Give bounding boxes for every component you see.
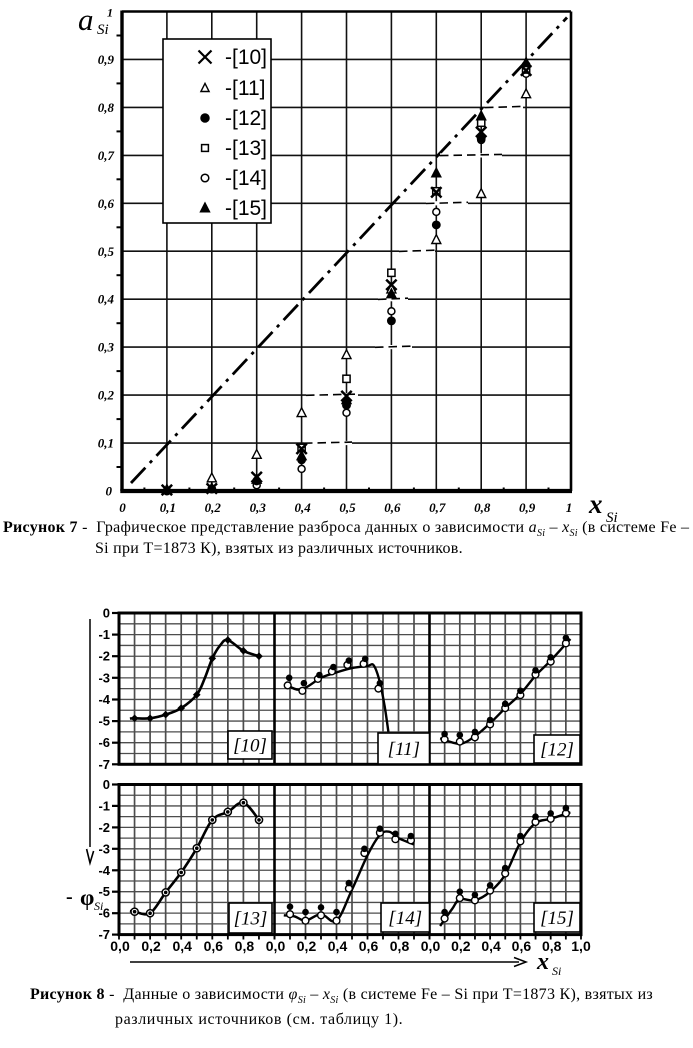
svg-text:0,0: 0,0 <box>266 938 286 954</box>
svg-text:-6: -6 <box>98 735 110 750</box>
svg-text:0: 0 <box>103 777 110 792</box>
svg-text:[12]: [12] <box>540 740 574 761</box>
svg-text:0,4: 0,4 <box>98 292 115 307</box>
svg-text:0,8: 0,8 <box>474 500 491 515</box>
svg-text:-6: -6 <box>98 906 110 921</box>
svg-text:-[11]: -[11] <box>225 77 265 100</box>
svg-text:0,3: 0,3 <box>98 340 115 355</box>
svg-text:Si: Si <box>606 510 618 526</box>
svg-text:x: x <box>536 949 549 975</box>
svg-text:-[15]: -[15] <box>225 197 267 220</box>
svg-text:0: 0 <box>103 606 110 621</box>
svg-text:[13]: [13] <box>234 909 268 930</box>
svg-text:0,4: 0,4 <box>172 938 192 954</box>
svg-text:1: 1 <box>107 6 113 20</box>
svg-text:0,2: 0,2 <box>205 500 222 515</box>
svg-text:0: 0 <box>119 500 126 515</box>
svg-text:-3: -3 <box>98 841 110 856</box>
svg-text:0,8: 0,8 <box>98 100 115 115</box>
svg-text:-1: -1 <box>98 627 110 642</box>
svg-text:0,4: 0,4 <box>328 938 348 954</box>
svg-text:-5: -5 <box>98 714 110 729</box>
svg-text:-4: -4 <box>98 692 110 707</box>
svg-text:Si: Si <box>552 964 561 978</box>
svg-text:Si: Si <box>94 899 103 913</box>
svg-text:[11]: [11] <box>388 739 420 760</box>
svg-text:[14]: [14] <box>388 908 422 929</box>
svg-text:0,6: 0,6 <box>512 938 532 954</box>
svg-text:-4: -4 <box>98 863 110 878</box>
svg-text:0,8: 0,8 <box>542 938 562 954</box>
svg-text:0,4: 0,4 <box>481 938 501 954</box>
svg-text:0,8: 0,8 <box>235 938 255 954</box>
svg-text:a: a <box>78 2 94 37</box>
svg-text:0,2: 0,2 <box>451 938 471 954</box>
svg-text:0,1: 0,1 <box>160 500 176 515</box>
svg-text:0,3: 0,3 <box>250 500 267 515</box>
svg-text:0,1: 0,1 <box>98 436 114 451</box>
svg-text:0,9: 0,9 <box>98 52 115 67</box>
svg-text:0,7: 0,7 <box>429 500 446 515</box>
svg-text:[15]: [15] <box>540 908 574 929</box>
svg-text:0,8: 0,8 <box>390 938 410 954</box>
svg-text:0,2: 0,2 <box>297 938 317 954</box>
svg-text:0,5: 0,5 <box>339 500 356 515</box>
svg-text:1,0: 1,0 <box>571 938 591 954</box>
svg-text:-7: -7 <box>98 927 110 942</box>
svg-text:-7: -7 <box>98 757 110 772</box>
svg-text:0: 0 <box>106 484 113 499</box>
svg-text:0,9: 0,9 <box>519 500 536 515</box>
svg-text:-1: -1 <box>98 798 110 813</box>
svg-text:x: x <box>588 489 603 519</box>
svg-text:1: 1 <box>566 500 573 515</box>
svg-text:0,2: 0,2 <box>98 388 115 403</box>
svg-text:-2: -2 <box>98 649 110 664</box>
svg-text:-[14]: -[14] <box>225 167 267 190</box>
svg-text:0,6: 0,6 <box>204 938 224 954</box>
svg-text:-5: -5 <box>98 884 110 899</box>
svg-text:0,0: 0,0 <box>110 938 130 954</box>
svg-text:φ: φ <box>80 885 94 910</box>
svg-text:0,4: 0,4 <box>294 500 311 515</box>
svg-text:0,7: 0,7 <box>98 148 115 163</box>
svg-text:[10]: [10] <box>233 736 267 757</box>
svg-text:0,6: 0,6 <box>98 196 115 211</box>
svg-text:0,5: 0,5 <box>98 244 115 259</box>
svg-text:-3: -3 <box>98 670 110 685</box>
svg-text:-: - <box>66 886 73 908</box>
svg-text:0,6: 0,6 <box>384 500 401 515</box>
svg-text:-2: -2 <box>98 820 110 835</box>
svg-text:-[13]: -[13] <box>225 137 267 160</box>
svg-text:Si: Si <box>97 22 109 38</box>
svg-text:0,2: 0,2 <box>141 938 161 954</box>
svg-text:0,6: 0,6 <box>359 938 379 954</box>
svg-text:-[10]: -[10] <box>225 46 267 69</box>
svg-text:-[12]: -[12] <box>225 107 267 130</box>
svg-text:0,0: 0,0 <box>421 938 441 954</box>
